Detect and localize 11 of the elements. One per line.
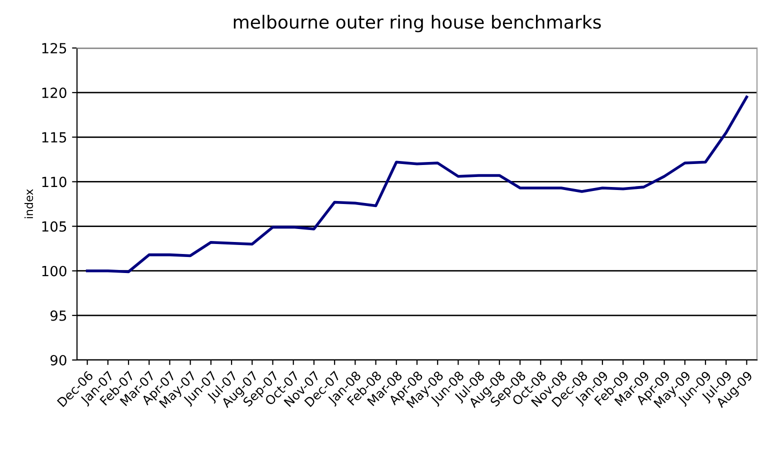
y-tick-label: 115 [42, 132, 66, 143]
y-tick-label: 90 [50, 354, 66, 366]
line-series [86, 96, 748, 274]
y-tick-label: 105 [42, 221, 66, 232]
y-tick-label: 110 [42, 176, 66, 188]
y-axis-title: index [24, 189, 34, 218]
y-tick-label: 100 [42, 266, 66, 276]
chart-title: melbourne outer ring house benchmarks [234, 14, 601, 32]
y-tick-label: 120 [42, 88, 66, 98]
y-tick-label: 125 [42, 42, 66, 54]
y-tick-label: 95 [50, 310, 66, 321]
